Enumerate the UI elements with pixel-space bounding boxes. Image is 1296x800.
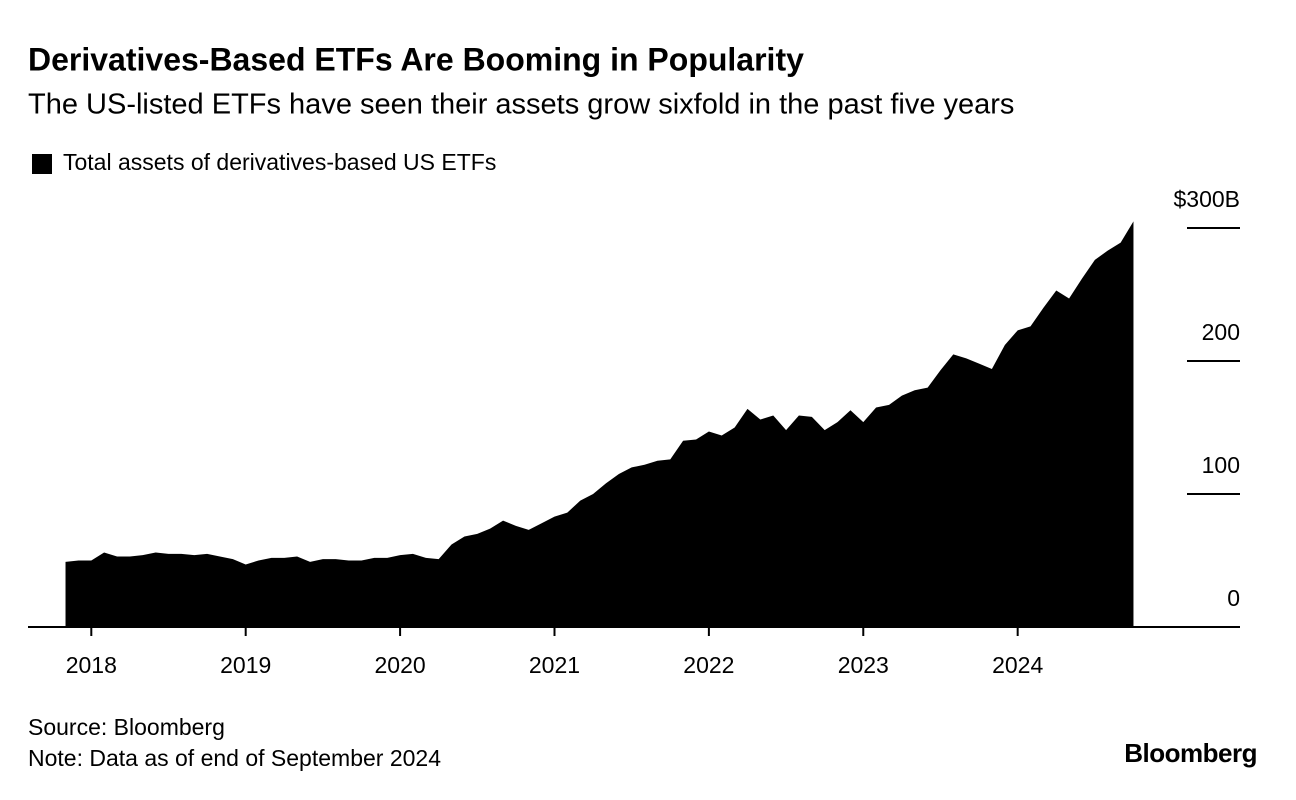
legend-swatch [32, 154, 52, 174]
logo: Bloomberg [1124, 738, 1257, 768]
x-tick-label: 2024 [992, 652, 1043, 678]
x-tick-label: 2022 [683, 652, 734, 678]
chart-subtitle: The US-listed ETFs have seen their asset… [28, 89, 1014, 121]
x-tick-label: 2020 [375, 652, 426, 678]
legend-label: Total assets of derivatives-based US ETF… [63, 149, 496, 175]
x-tick-label: 2023 [838, 652, 889, 678]
note: Note: Data as of end of September 2024 [28, 745, 441, 771]
x-tick-label: 2019 [220, 652, 271, 678]
source: Source: Bloomberg [28, 714, 225, 740]
y-tick-label: 100 [1202, 452, 1240, 478]
y-tick-label: 200 [1202, 319, 1240, 345]
area [65, 221, 1134, 627]
x-tick-label: 2021 [529, 652, 580, 678]
y-tick-label: $300B [1173, 186, 1240, 212]
y-tick-label: 0 [1227, 585, 1240, 611]
chart-title: Derivatives-Based ETFs Are Booming in Po… [28, 41, 804, 77]
x-tick-label: 2018 [66, 652, 117, 678]
